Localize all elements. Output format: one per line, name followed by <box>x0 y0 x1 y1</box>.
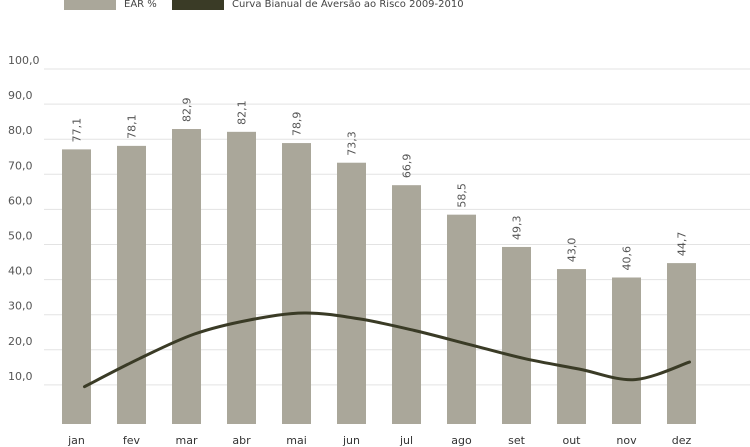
x-tick-label: ago <box>451 434 472 447</box>
bar-value-label: 44,7 <box>676 232 689 257</box>
bar <box>612 277 641 424</box>
x-tick-label: mar <box>176 434 198 447</box>
bar-value-label: 66,9 <box>401 154 414 179</box>
x-tick-label: jul <box>399 434 413 447</box>
bar <box>392 185 421 424</box>
x-tick-label: fev <box>123 434 141 447</box>
y-tick-label: 70,0 <box>8 159 33 172</box>
x-tick-label: jan <box>67 434 85 447</box>
y-tick-label: 30,0 <box>8 300 33 313</box>
x-tick-label: out <box>562 434 581 447</box>
legend-swatch-ear <box>64 0 116 10</box>
x-tick-label: nov <box>616 434 637 447</box>
series-line-curva <box>83 311 691 389</box>
y-tick-label: 100,0 <box>8 54 40 67</box>
bar <box>282 143 311 424</box>
legend-item-ear: EAR % <box>64 0 157 10</box>
bar-value-label: 78,1 <box>126 114 139 139</box>
y-tick-label: 10,0 <box>8 370 33 383</box>
bar-value-label: 49,3 <box>511 215 524 240</box>
y-tick-label: 50,0 <box>8 230 33 243</box>
bar-value-label: 78,9 <box>291 112 304 137</box>
bar <box>117 145 146 424</box>
x-tick-label: abr <box>232 434 251 447</box>
legend-item-curva: Curva Bianual de Aversão ao Risco 2009-2… <box>172 0 464 10</box>
bar <box>557 269 586 424</box>
x-tick-label: dez <box>672 434 692 447</box>
legend-label-curva: Curva Bianual de Aversão ao Risco 2009-2… <box>232 0 464 10</box>
bar-value-label: 82,1 <box>236 100 249 125</box>
y-tick-label: 60,0 <box>8 194 33 207</box>
bar-value-label: 73,3 <box>346 131 359 156</box>
bar-value-label: 40,6 <box>621 246 634 271</box>
y-tick-label: 80,0 <box>8 124 33 137</box>
x-tick-label: set <box>508 434 525 447</box>
y-tick-label: 40,0 <box>8 265 33 278</box>
bar <box>227 131 256 425</box>
bar <box>172 129 201 424</box>
bar-value-label: 82,9 <box>181 98 194 123</box>
x-tick-label: mai <box>286 434 307 447</box>
bar-value-label: 58,5 <box>456 183 469 208</box>
y-tick-label: 20,0 <box>8 335 33 348</box>
bar-value-label: 43,0 <box>566 238 579 263</box>
bar <box>62 149 91 424</box>
bar <box>337 162 366 425</box>
bar <box>447 214 476 424</box>
bar <box>502 246 531 424</box>
bar <box>667 263 696 424</box>
legend-swatch-curva <box>172 0 224 10</box>
bar-value-label: 77,1 <box>71 118 84 143</box>
x-tick-label: jun <box>342 434 360 447</box>
legend-label-ear: EAR % <box>124 0 157 10</box>
y-tick-label: 90,0 <box>8 89 33 102</box>
